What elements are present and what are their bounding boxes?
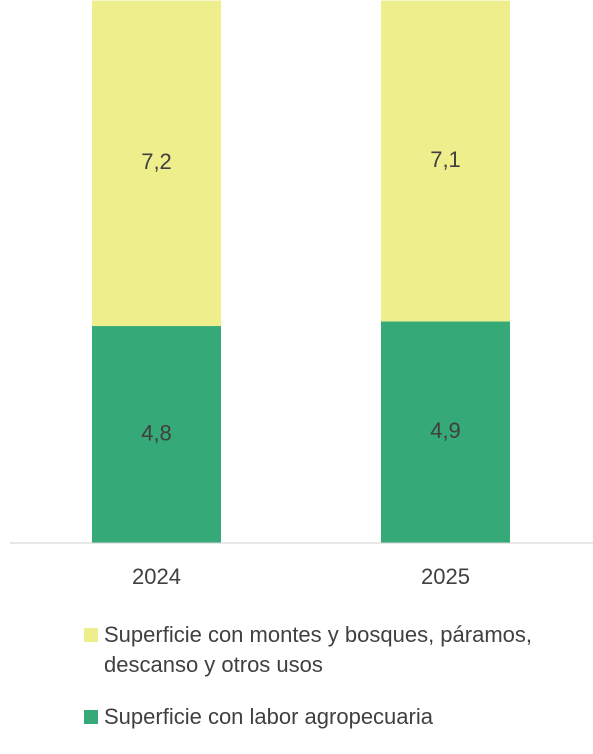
legend-swatch [84, 628, 98, 642]
bar-segment [92, 0, 221, 327]
x-tick-label: 2025 [421, 564, 470, 589]
data-label: 7,2 [141, 149, 172, 174]
legend-label: Superficie con labor agropecuaria [104, 704, 433, 729]
legend-item: Superficie con labor agropecuaria [84, 702, 544, 732]
data-label: 4,9 [430, 418, 461, 443]
chart: 4,8 7,2 2024 4,9 7,1 2025 [10, 0, 593, 589]
bar-segment [381, 0, 510, 322]
x-tick-label: 2024 [132, 564, 181, 589]
legend-label: Superficie con montes y bosques, páramos… [104, 622, 533, 677]
data-label: 4,8 [141, 420, 172, 445]
legend-item: Superficie con montes y bosques, páramos… [84, 620, 544, 680]
bar-segment [92, 326, 221, 543]
legend: Superficie con montes y bosques, páramos… [84, 620, 564, 754]
data-label: 7,1 [430, 147, 461, 172]
bar-segment [381, 321, 510, 543]
legend-swatch [84, 710, 98, 724]
